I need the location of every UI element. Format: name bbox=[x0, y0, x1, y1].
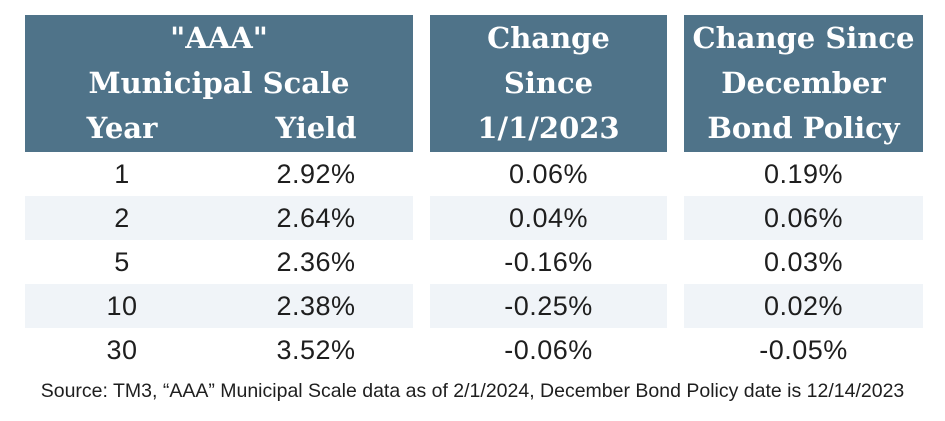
header-municipal-scale: "AAA" Municipal Scale Year Yield bbox=[25, 15, 413, 152]
yield-table: "AAA" Municipal Scale Year Yield 1 2.92%… bbox=[25, 15, 923, 372]
yield-cell: 2.92% bbox=[276, 158, 356, 189]
yield-cell: 2.64% bbox=[276, 202, 356, 233]
change-2023-cell: -0.06% bbox=[504, 334, 593, 365]
column-group-change-since-2023: Change Since 1/1/2023 0.06% 0.04% -0.16%… bbox=[430, 15, 667, 372]
change-2023-cell: -0.25% bbox=[430, 284, 667, 328]
change-policy-cell: -0.05% bbox=[759, 334, 848, 365]
change-policy-cell: 0.19% bbox=[763, 158, 844, 189]
year-cell: 10 bbox=[106, 290, 138, 321]
table-row: 1 2.92% bbox=[25, 152, 413, 196]
column-group-change-since-policy: Change Since December Bond Policy 0.19% … bbox=[684, 15, 923, 372]
change-2023-cell: 0.04% bbox=[430, 196, 667, 240]
column-group-municipal-scale: "AAA" Municipal Scale Year Yield 1 2.92%… bbox=[25, 15, 413, 372]
header-change-since-policy: Change Since December Bond Policy bbox=[684, 15, 923, 152]
header-line: 1/1/2023 bbox=[477, 111, 620, 145]
header-line: Change Since bbox=[692, 21, 915, 55]
table-row: 10 2.38% bbox=[25, 284, 413, 328]
header-line: Change bbox=[487, 21, 610, 55]
header-line: December bbox=[721, 66, 886, 100]
source-note: Source: TM3, “AAA” Municipal Scale data … bbox=[40, 380, 905, 402]
change-policy-cell: 0.03% bbox=[763, 246, 844, 277]
year-cell: 1 bbox=[114, 158, 130, 189]
header-line: Bond Policy bbox=[707, 111, 900, 145]
year-cell: 5 bbox=[114, 246, 130, 277]
column-header-yield: Yield bbox=[275, 111, 357, 145]
change-2023-cell: 0.06% bbox=[508, 158, 589, 189]
table-row: 30 3.52% bbox=[25, 328, 413, 372]
header-title-aaa: "AAA" bbox=[170, 21, 268, 55]
year-cell: 2 bbox=[114, 202, 130, 233]
year-cell: 30 bbox=[106, 334, 138, 365]
change-policy-cell: 0.02% bbox=[684, 284, 923, 328]
yield-cell: 3.52% bbox=[276, 334, 356, 365]
change-policy-cell: 0.06% bbox=[684, 196, 923, 240]
subheader-row: Year Yield bbox=[25, 106, 413, 151]
header-change-since-2023: Change Since 1/1/2023 bbox=[430, 15, 667, 152]
header-title-municipal-scale: Municipal Scale bbox=[88, 66, 350, 100]
table-row: 2 2.64% bbox=[25, 196, 413, 240]
table-row: 5 2.36% bbox=[25, 240, 413, 284]
yield-cell: 2.36% bbox=[276, 246, 356, 277]
column-header-year: Year bbox=[86, 111, 158, 145]
yield-cell: 2.38% bbox=[276, 290, 356, 321]
change-2023-cell: -0.16% bbox=[504, 246, 593, 277]
header-line: Since bbox=[503, 66, 594, 100]
